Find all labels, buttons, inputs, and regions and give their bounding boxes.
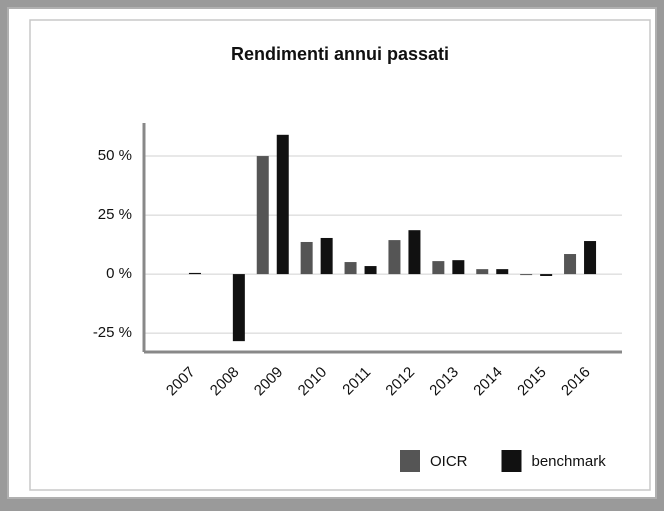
- y-tick-label: 25 %: [98, 206, 132, 223]
- legend-swatch: [400, 450, 420, 472]
- bar: [344, 262, 357, 275]
- bar: [232, 274, 245, 342]
- bar: [320, 237, 333, 275]
- bar: [564, 254, 577, 275]
- bar: [452, 260, 465, 275]
- y-tick-label: -25 %: [93, 324, 132, 341]
- chart-title: Rendimenti annui passati: [231, 44, 449, 64]
- bar: [300, 241, 313, 275]
- legend-label: OICR: [430, 453, 468, 470]
- bar: [364, 266, 377, 275]
- bar: [388, 240, 401, 275]
- bar: [540, 274, 553, 276]
- bar: [256, 156, 269, 275]
- bar: [188, 272, 201, 275]
- bar: [432, 261, 445, 275]
- y-tick-label: 50 %: [98, 147, 132, 164]
- y-tick-label: 0 %: [106, 265, 132, 282]
- bar: [476, 269, 489, 275]
- bar: [584, 241, 597, 275]
- chart-panel: [29, 19, 651, 491]
- bar: [496, 269, 509, 275]
- legend-swatch: [501, 450, 522, 472]
- bar: [408, 230, 421, 275]
- legend-label: benchmark: [532, 453, 607, 470]
- bar: [276, 134, 289, 275]
- bar: [520, 274, 533, 276]
